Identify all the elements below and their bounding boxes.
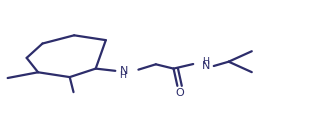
Text: O: O (175, 88, 184, 98)
Text: N: N (120, 66, 128, 76)
Text: N: N (202, 61, 210, 71)
Text: H: H (202, 57, 209, 66)
Text: H: H (119, 71, 126, 80)
